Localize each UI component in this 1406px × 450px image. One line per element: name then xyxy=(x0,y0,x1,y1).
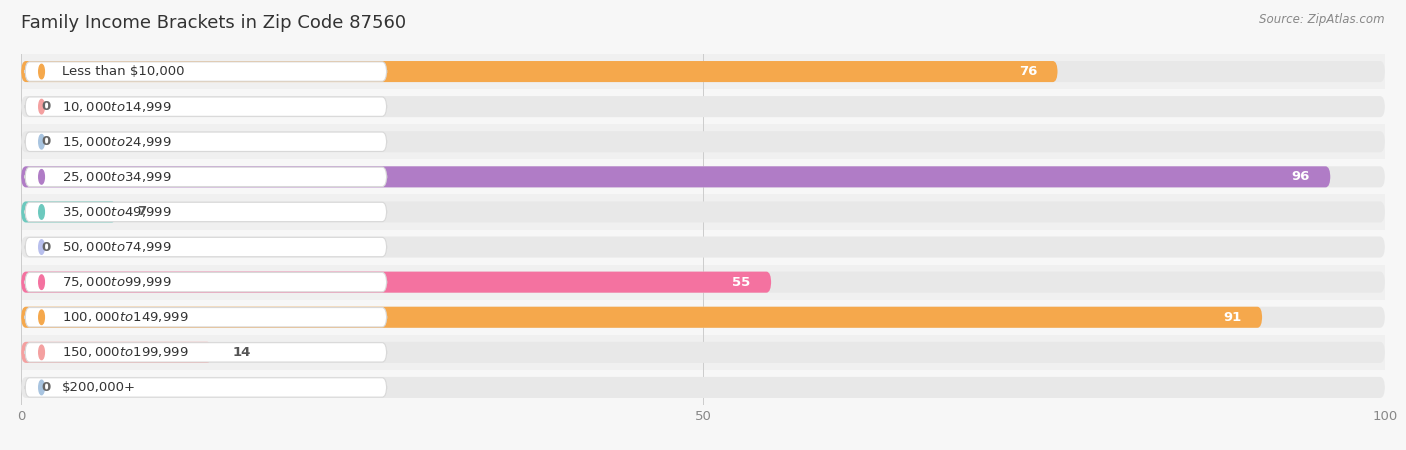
Bar xyxy=(21,300,1385,335)
Text: $15,000 to $24,999: $15,000 to $24,999 xyxy=(62,135,172,149)
Circle shape xyxy=(39,380,45,395)
FancyBboxPatch shape xyxy=(21,237,1385,257)
Text: $150,000 to $199,999: $150,000 to $199,999 xyxy=(62,345,188,360)
Bar xyxy=(21,265,1385,300)
Bar xyxy=(21,194,1385,230)
Text: 0: 0 xyxy=(42,135,51,148)
FancyBboxPatch shape xyxy=(21,377,1385,398)
Text: 0: 0 xyxy=(42,100,51,113)
Text: 91: 91 xyxy=(1223,311,1241,324)
Circle shape xyxy=(39,64,45,79)
Text: 0: 0 xyxy=(42,381,51,394)
Text: 0: 0 xyxy=(42,241,51,253)
Bar xyxy=(21,230,1385,265)
FancyBboxPatch shape xyxy=(21,202,117,222)
Circle shape xyxy=(39,240,45,254)
FancyBboxPatch shape xyxy=(21,342,212,363)
Text: Family Income Brackets in Zip Code 87560: Family Income Brackets in Zip Code 87560 xyxy=(21,14,406,32)
Text: $10,000 to $14,999: $10,000 to $14,999 xyxy=(62,99,172,114)
Circle shape xyxy=(39,135,45,149)
Text: 14: 14 xyxy=(232,346,250,359)
Bar xyxy=(21,159,1385,194)
Text: 76: 76 xyxy=(1019,65,1038,78)
Text: 96: 96 xyxy=(1292,171,1310,183)
Text: $200,000+: $200,000+ xyxy=(62,381,136,394)
Text: Less than $10,000: Less than $10,000 xyxy=(62,65,184,78)
FancyBboxPatch shape xyxy=(21,307,1263,328)
FancyBboxPatch shape xyxy=(21,272,1385,292)
FancyBboxPatch shape xyxy=(21,61,1385,82)
FancyBboxPatch shape xyxy=(21,61,1057,82)
FancyBboxPatch shape xyxy=(25,62,387,81)
Bar xyxy=(21,370,1385,405)
FancyBboxPatch shape xyxy=(25,167,387,187)
FancyBboxPatch shape xyxy=(25,237,387,257)
Circle shape xyxy=(39,205,45,219)
FancyBboxPatch shape xyxy=(21,307,1385,328)
FancyBboxPatch shape xyxy=(25,132,387,152)
FancyBboxPatch shape xyxy=(21,202,1385,222)
Text: $35,000 to $49,999: $35,000 to $49,999 xyxy=(62,205,172,219)
Bar xyxy=(21,54,1385,89)
Circle shape xyxy=(39,275,45,289)
Text: $100,000 to $149,999: $100,000 to $149,999 xyxy=(62,310,188,324)
Circle shape xyxy=(39,345,45,360)
FancyBboxPatch shape xyxy=(21,166,1385,187)
Circle shape xyxy=(39,170,45,184)
FancyBboxPatch shape xyxy=(21,342,1385,363)
FancyBboxPatch shape xyxy=(21,272,772,292)
Text: 55: 55 xyxy=(733,276,751,288)
Text: $25,000 to $34,999: $25,000 to $34,999 xyxy=(62,170,172,184)
FancyBboxPatch shape xyxy=(21,96,1385,117)
Bar xyxy=(21,124,1385,159)
FancyBboxPatch shape xyxy=(21,166,1330,187)
FancyBboxPatch shape xyxy=(25,97,387,117)
FancyBboxPatch shape xyxy=(25,342,387,362)
FancyBboxPatch shape xyxy=(25,378,387,397)
Text: $75,000 to $99,999: $75,000 to $99,999 xyxy=(62,275,172,289)
Circle shape xyxy=(39,99,45,114)
Circle shape xyxy=(39,310,45,324)
FancyBboxPatch shape xyxy=(21,131,1385,152)
Text: 7: 7 xyxy=(136,206,146,218)
Text: $50,000 to $74,999: $50,000 to $74,999 xyxy=(62,240,172,254)
FancyBboxPatch shape xyxy=(25,202,387,222)
FancyBboxPatch shape xyxy=(25,272,387,292)
Bar xyxy=(21,89,1385,124)
Bar xyxy=(21,335,1385,370)
FancyBboxPatch shape xyxy=(25,307,387,327)
Text: Source: ZipAtlas.com: Source: ZipAtlas.com xyxy=(1260,14,1385,27)
